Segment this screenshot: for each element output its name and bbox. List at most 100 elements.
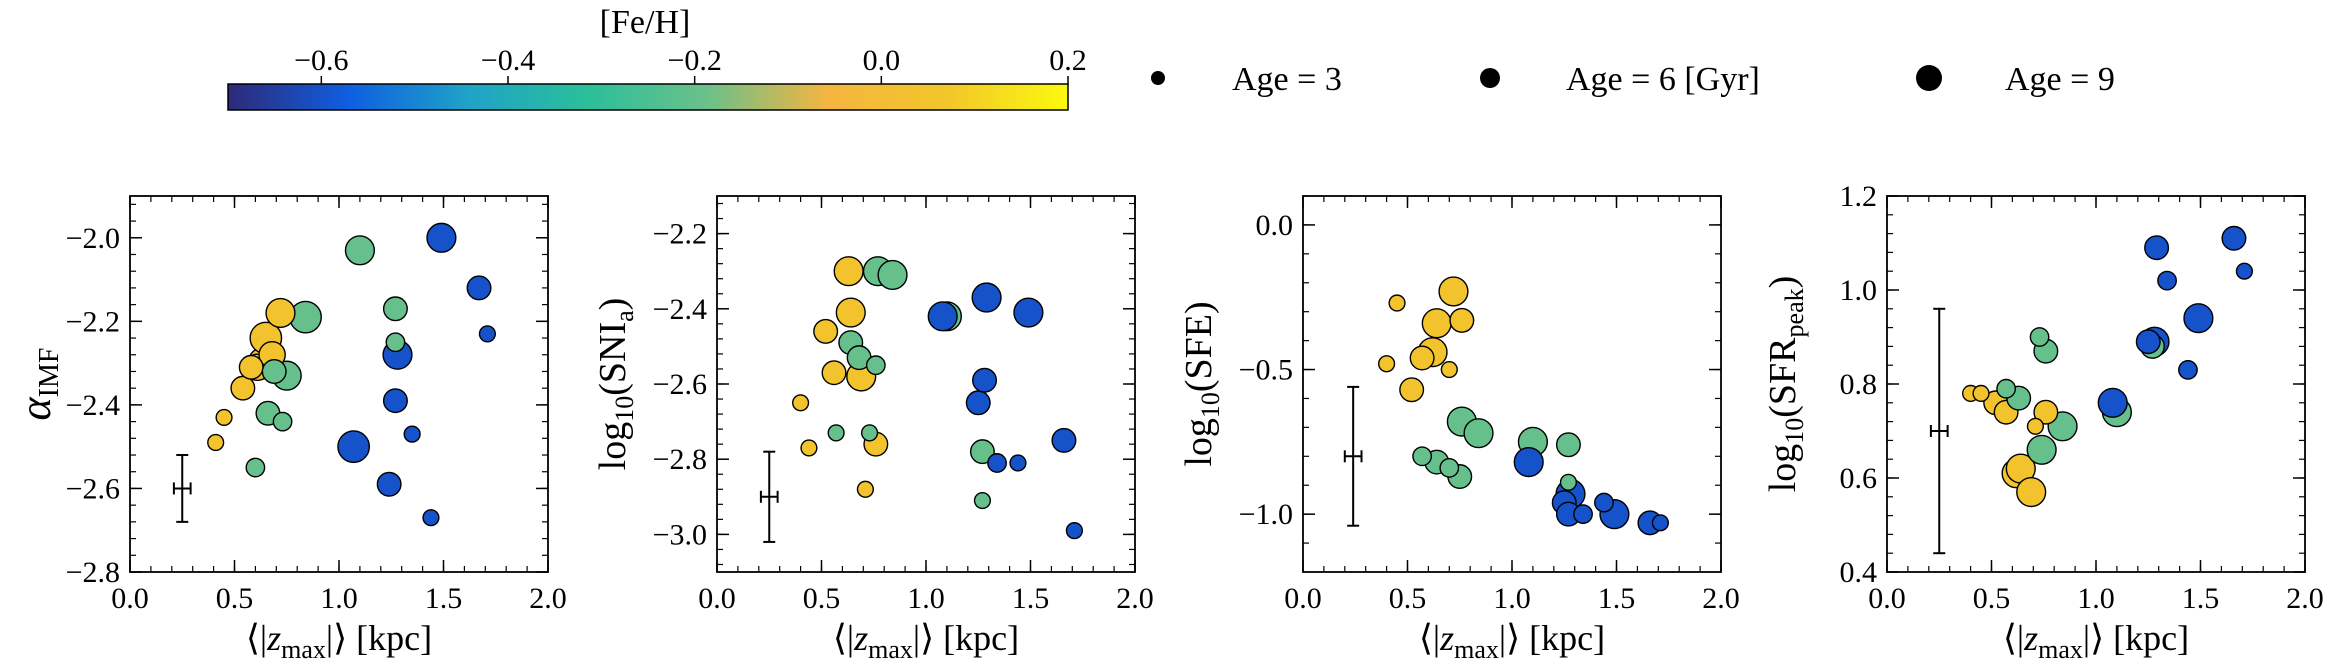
- axes-frame: [1886, 195, 2306, 573]
- colorbar-tick-label: 0.2: [1049, 44, 1087, 77]
- panel-alpha-imf: 0.0 0.5 1.0 1.5 2.0 −2.8 −2.6 −2.4 −2.2 −2.0 ⟨|zma…: [11, 195, 567, 664]
- x-tick-label: 1.0: [1493, 582, 1531, 615]
- axes-frame: [129, 195, 549, 573]
- scatter-point: [969, 439, 995, 465]
- scatter-point: [972, 367, 998, 393]
- scatter-point: [800, 439, 818, 457]
- y-tick-label: −2.8: [66, 556, 120, 589]
- scatter-point: [965, 390, 991, 416]
- x-tick-label: 0.0: [111, 582, 149, 615]
- scatter-point: [1388, 294, 1406, 312]
- x-tick-label: 1.5: [1598, 582, 1636, 615]
- scatter-point: [238, 354, 264, 380]
- scatter-point: [927, 301, 958, 332]
- x-axis-label: ⟨|zmax|⟩ [kpc]: [2003, 618, 2189, 664]
- scatter-point: [2235, 262, 2253, 280]
- y-tick-label: −3.0: [653, 518, 707, 551]
- size-legend: Age = 3 Age = 6 [Gyr] Age = 9: [1151, 61, 2115, 98]
- scatter-point: [1513, 446, 1544, 478]
- y-tick-label: 0.0: [1256, 209, 1294, 242]
- scatter-point: [245, 457, 266, 478]
- panel-log-sfe: 0.0 0.5 1.0 1.5 2.0 −1.0 −0.5 0.0 ⟨|zmax|⟩ [kpc]…: [1178, 195, 1740, 664]
- scatter-point: [833, 256, 864, 287]
- scatter-point: [382, 388, 408, 414]
- scatter-point: [1573, 504, 1593, 525]
- scatter-point: [827, 424, 845, 442]
- scatter-point: [426, 222, 457, 253]
- scatter-point: [2026, 434, 2057, 465]
- x-tick-label: 0.0: [698, 582, 736, 615]
- scatter-point: [1377, 355, 1396, 373]
- scatter-point: [2183, 303, 2214, 334]
- colorbar-tick-label: 0.0: [863, 44, 901, 77]
- scatter-point: [791, 394, 810, 412]
- y-axis-label: log10(SFE): [1178, 301, 1225, 466]
- scatter-point: [1438, 276, 1469, 307]
- scatter-point: [1013, 297, 1044, 328]
- scatter-point: [272, 411, 293, 432]
- scatter-point: [2144, 235, 2170, 261]
- scatter-point: [1651, 514, 1669, 532]
- scatter-point: [1009, 454, 1027, 472]
- x-tick-label: 0.5: [803, 582, 841, 615]
- y-tick-label: 1.2: [1840, 180, 1878, 213]
- scatter-point: [973, 491, 992, 510]
- scatter-point: [2221, 225, 2247, 251]
- x-tick-label: 0.5: [216, 582, 254, 615]
- y-tick-label: −2.2: [653, 218, 707, 251]
- legend-marker-age-3: [1151, 71, 1165, 85]
- scatter-point: [478, 325, 496, 343]
- y-tick-label: 0.6: [1840, 462, 1878, 495]
- x-tick-label: 1.5: [425, 582, 463, 615]
- legend-item-age-3: Age = 3: [1151, 61, 1342, 98]
- x-tick-label: 1.0: [320, 582, 358, 615]
- ticks: [1886, 195, 2306, 573]
- x-axis-label: ⟨|zmax|⟩ [kpc]: [1419, 618, 1605, 664]
- x-tick-label: 2.0: [529, 582, 567, 615]
- y-tick-label: −2.2: [66, 305, 120, 338]
- scatter-point: [337, 430, 371, 464]
- scatter-point: [821, 360, 847, 386]
- scatter-point: [466, 275, 492, 301]
- scatter-point: [422, 509, 440, 527]
- scatter-point: [2178, 359, 2198, 380]
- scatter-point: [1439, 457, 1460, 478]
- y-tick-label: −2.0: [66, 222, 120, 255]
- scatter-point: [230, 375, 256, 401]
- scatter-point: [856, 480, 874, 498]
- y-tick-label: 0.4: [1840, 556, 1878, 589]
- scatter-point: [2016, 477, 2047, 508]
- y-tick-label: −1.0: [1239, 498, 1293, 531]
- scatter-point: [2157, 270, 2177, 291]
- x-tick-label: 2.0: [2286, 582, 2324, 615]
- scatter-point: [2026, 417, 2044, 435]
- scatter-point: [1440, 360, 1458, 379]
- scatter-point: [207, 433, 225, 452]
- x-tick-label: 1.0: [2077, 582, 2115, 615]
- x-tick-label: 0.0: [1868, 582, 1906, 615]
- colorbar: [Fe/H] −0.6 −0.4 −0.2 0.0 0.2: [227, 4, 1087, 111]
- scatter-points: [1961, 225, 2253, 508]
- scatter-point: [1065, 522, 1083, 540]
- legend-item-age-9: Age = 9: [1916, 61, 2115, 98]
- scatter-point: [215, 408, 233, 427]
- scatter-point: [971, 282, 1002, 313]
- y-axis-label: αIMF: [11, 348, 65, 421]
- x-tick-label: 1.5: [2182, 582, 2220, 615]
- scatter-point: [860, 424, 879, 442]
- scatter-point: [382, 296, 408, 322]
- scatter-point: [1972, 384, 1990, 403]
- y-tick-label: −2.8: [653, 443, 707, 476]
- scatter-points: [791, 256, 1083, 540]
- x-tick-label: 0.5: [1973, 582, 2011, 615]
- errorbar: [172, 454, 192, 523]
- scatter-point: [1409, 345, 1435, 371]
- scatter-point: [1594, 492, 1614, 513]
- scatter-point: [1555, 432, 1581, 458]
- scatter-point: [1412, 446, 1433, 467]
- scatter-point: [2033, 399, 2059, 425]
- colorbar-gradient: [227, 83, 1069, 111]
- x-axis-label: ⟨|zmax|⟩ [kpc]: [833, 618, 1019, 664]
- scatter-point: [2029, 327, 2050, 347]
